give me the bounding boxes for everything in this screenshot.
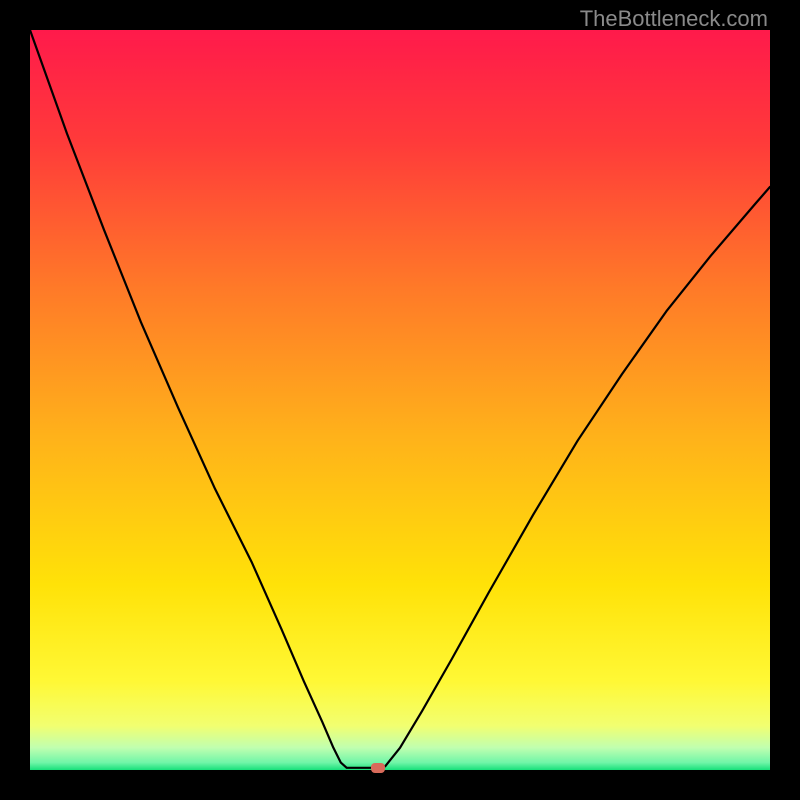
plot-area [30, 30, 770, 770]
figure-container: TheBottleneck.com [0, 0, 800, 800]
watermark-text: TheBottleneck.com [580, 6, 768, 32]
curve-path [30, 30, 770, 768]
bottleneck-curve [30, 30, 770, 770]
min-marker [371, 763, 385, 773]
